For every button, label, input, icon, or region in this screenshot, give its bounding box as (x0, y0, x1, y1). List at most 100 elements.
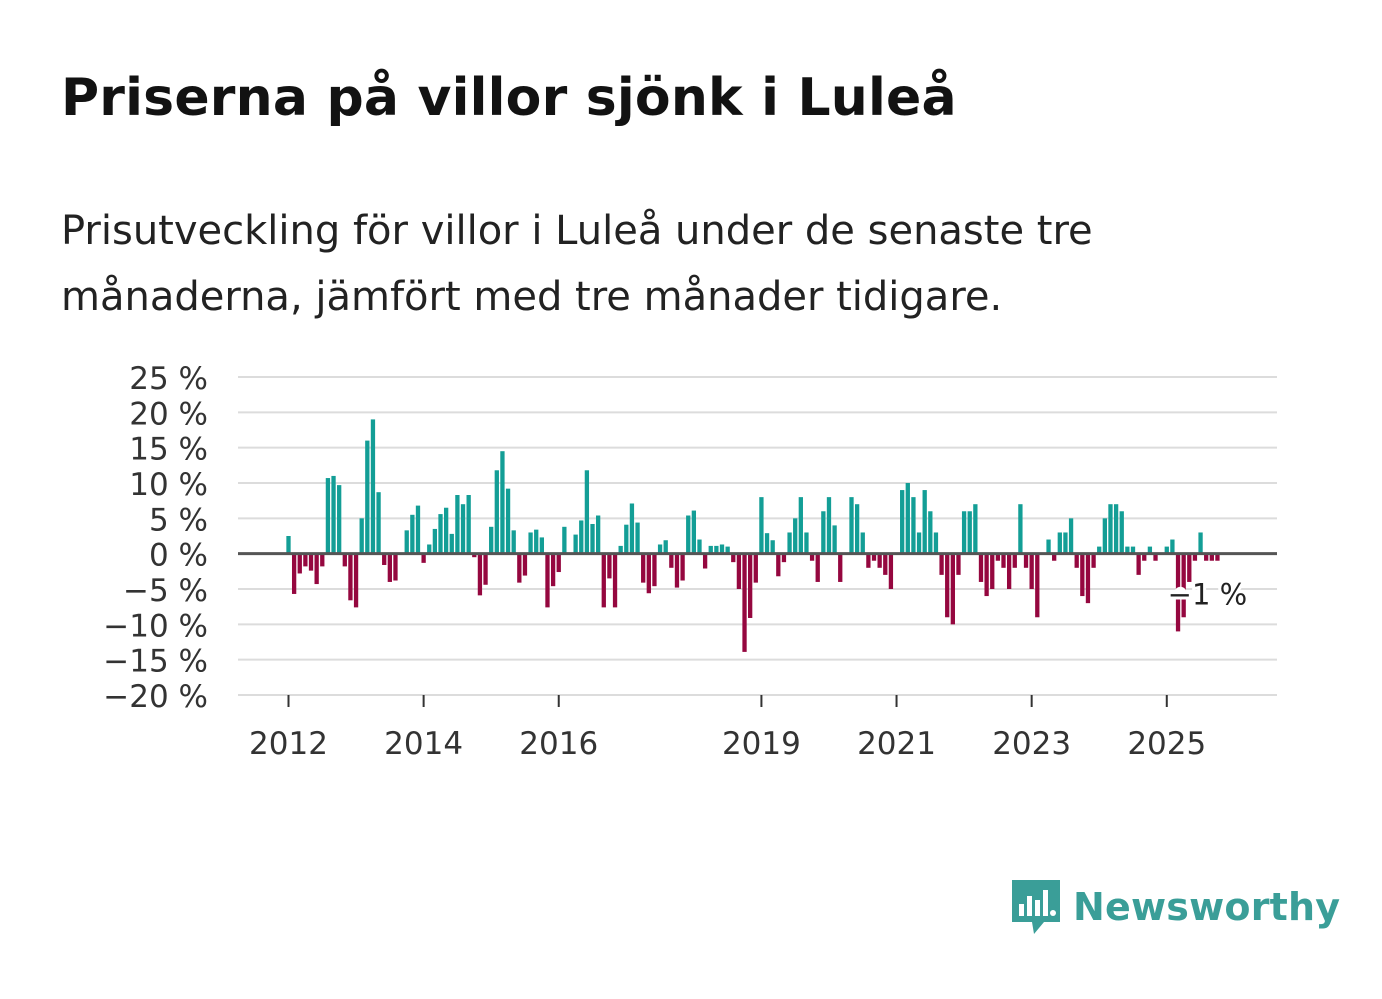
bar (331, 475, 336, 554)
chart-subtitle: Prisutveckling för villor i Luleå under … (61, 208, 1093, 320)
bar (680, 553, 685, 581)
bar (1046, 539, 1051, 554)
bar (1198, 532, 1203, 554)
bar (320, 553, 325, 567)
newsworthy-logo-icon (1012, 880, 1060, 934)
y-tick-label: 25 % (129, 361, 208, 397)
bar (1006, 553, 1012, 589)
bar (809, 553, 815, 561)
bar (821, 511, 826, 554)
y-tick-label: 0 % (149, 538, 208, 574)
bar (291, 553, 297, 594)
bar (590, 523, 595, 554)
bar (1119, 511, 1124, 554)
bar (950, 553, 955, 625)
bar (731, 553, 736, 563)
bar (517, 553, 522, 583)
bar (550, 553, 556, 587)
x-tick-label: 2012 (249, 726, 328, 762)
bar (916, 532, 922, 554)
bar (1029, 553, 1034, 589)
bar (922, 490, 927, 554)
bar (652, 553, 657, 587)
bar (303, 553, 308, 567)
bar (629, 503, 635, 554)
bar (1147, 546, 1153, 554)
bar (691, 510, 697, 554)
y-tick-label: 10 % (129, 467, 208, 503)
bar (612, 553, 618, 608)
bar (1187, 553, 1192, 582)
bar (1080, 553, 1085, 597)
bar (877, 553, 882, 568)
bar (764, 533, 770, 554)
bar (489, 526, 494, 554)
bar (1074, 553, 1079, 568)
x-tick-label: 2025 (1127, 726, 1206, 762)
bar (308, 553, 314, 571)
bar (1209, 553, 1214, 561)
bar (348, 553, 353, 601)
bar (888, 553, 894, 589)
bar (365, 440, 370, 554)
bar (505, 488, 511, 554)
bar (849, 497, 854, 554)
bar (787, 532, 792, 554)
bar (1102, 518, 1107, 554)
bar (748, 553, 753, 618)
bar (1085, 553, 1091, 604)
bar (539, 537, 544, 554)
bar (545, 553, 550, 608)
bar (686, 515, 691, 554)
bar (984, 553, 989, 597)
bar (657, 544, 663, 554)
bar (674, 553, 680, 588)
bar (1001, 553, 1006, 568)
bar (669, 553, 674, 568)
bar (511, 530, 516, 554)
bar (1097, 546, 1102, 554)
bar (759, 497, 764, 554)
bar (494, 470, 499, 554)
bar (382, 553, 387, 565)
bar (798, 497, 803, 554)
bar (410, 514, 415, 554)
bar (714, 545, 719, 554)
x-tick-label: 2014 (384, 726, 463, 762)
bar (404, 530, 409, 554)
bar (832, 525, 837, 554)
x-tick-label: 2021 (857, 726, 936, 762)
bar (314, 553, 319, 585)
bar (663, 540, 668, 554)
bar (596, 515, 601, 554)
bar (443, 507, 449, 554)
bar (1192, 553, 1198, 561)
newsworthy-logo-text: Newsworthy (1073, 885, 1341, 929)
bar (815, 553, 820, 582)
bar (1153, 553, 1158, 561)
bar (1170, 539, 1175, 554)
bar (742, 553, 747, 652)
bar (387, 553, 392, 582)
bar (990, 553, 995, 589)
bar (719, 544, 725, 554)
bar (337, 485, 342, 554)
x-tick-label: 2023 (992, 726, 1071, 762)
bar (342, 553, 347, 567)
bar (449, 533, 454, 554)
bar (455, 495, 460, 554)
bar (325, 478, 331, 554)
bar (781, 553, 787, 563)
bar (421, 553, 426, 563)
bar (945, 553, 950, 618)
bar (995, 553, 1001, 561)
y-tick-label: 20 % (129, 396, 208, 432)
bar (928, 511, 933, 554)
bar (961, 511, 967, 554)
bar (854, 504, 860, 554)
x-tick-label: 2019 (722, 726, 801, 762)
bar (1164, 546, 1169, 554)
chart-title: Priserna på villor sjönk i Luleå (61, 68, 957, 128)
bar (1136, 553, 1141, 575)
y-tick-label: −20 % (103, 679, 208, 715)
